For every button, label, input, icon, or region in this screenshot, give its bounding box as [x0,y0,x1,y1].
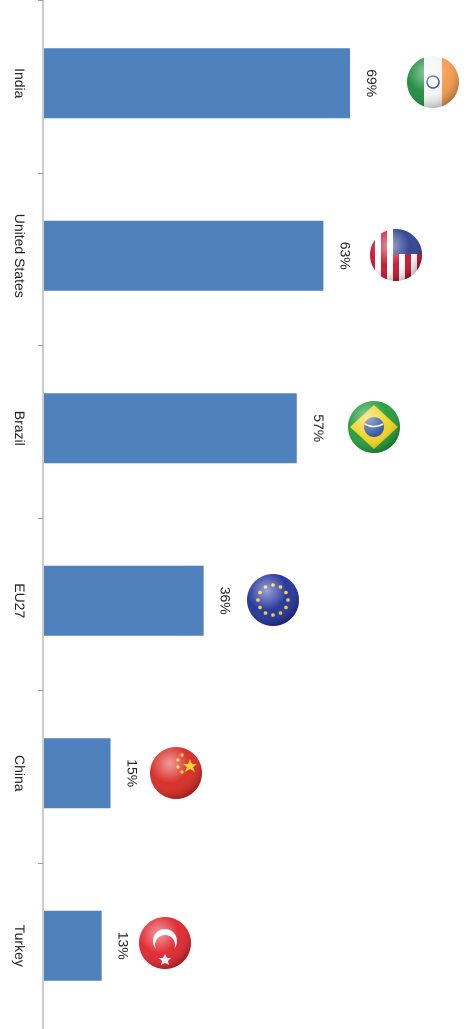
value-label: 13% [116,932,132,960]
bars [44,48,350,981]
category-axis [38,0,44,1029]
value-label: 63% [337,242,353,270]
bar-united-states [44,220,324,291]
eu27-flag-icon [247,574,299,626]
category-label: United States [12,214,28,298]
india-flag-icon [407,56,459,108]
bar-eu27 [44,565,204,636]
category-label: India [12,68,28,99]
category-label: EU27 [12,583,28,618]
bar-turkey [44,910,102,981]
value-label: 69% [364,69,380,97]
brazil-flag-icon [348,401,400,453]
bar-brazil [44,393,297,464]
china-flag-icon [150,747,202,799]
bar-china [44,738,111,809]
united-states-flag-icon [370,229,422,281]
labels: India 69% United States 63% Brazil 57% EU27 36%… [12,68,380,967]
value-label: 15% [125,759,141,787]
category-label: Brazil [12,411,28,446]
value-label: 57% [311,414,327,442]
category-label: China [12,755,28,792]
bar-india [44,48,350,119]
turkey-flag-icon [139,917,191,969]
value-label: 36% [218,587,234,615]
category-label: Turkey [12,925,28,967]
